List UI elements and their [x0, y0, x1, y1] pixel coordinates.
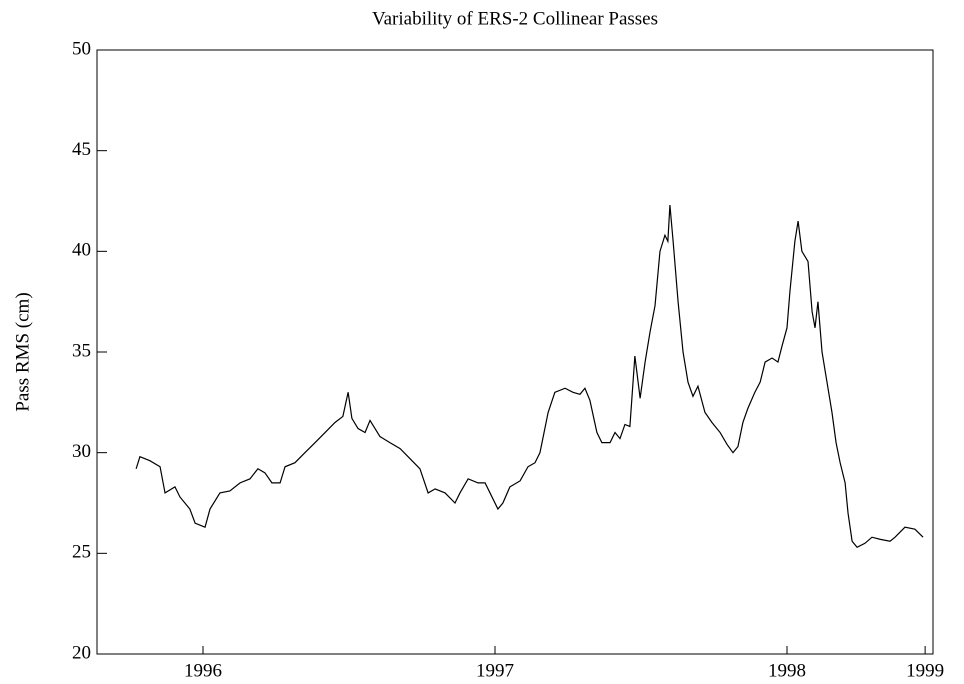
y-tick-label: 50 [72, 38, 91, 59]
y-tick-label: 30 [72, 441, 91, 462]
y-tick-label: 20 [72, 642, 91, 663]
chart-title: Variability of ERS-2 Collinear Passes [372, 8, 658, 29]
x-tick-label: 1996 [184, 660, 222, 681]
plot-frame [96, 49, 934, 655]
y-tick-label: 25 [72, 542, 91, 563]
x-tick-label: 1998 [768, 660, 806, 681]
y-axis-label: Pass RMS (cm) [12, 292, 33, 411]
x-tick-label: 1999 [906, 660, 944, 681]
y-tick-label: 40 [72, 240, 91, 261]
y-tick-label: 35 [72, 340, 91, 361]
y-tick-label: 45 [72, 139, 91, 160]
data-line [135, 204, 924, 549]
x-tick-label: 1997 [476, 660, 514, 681]
